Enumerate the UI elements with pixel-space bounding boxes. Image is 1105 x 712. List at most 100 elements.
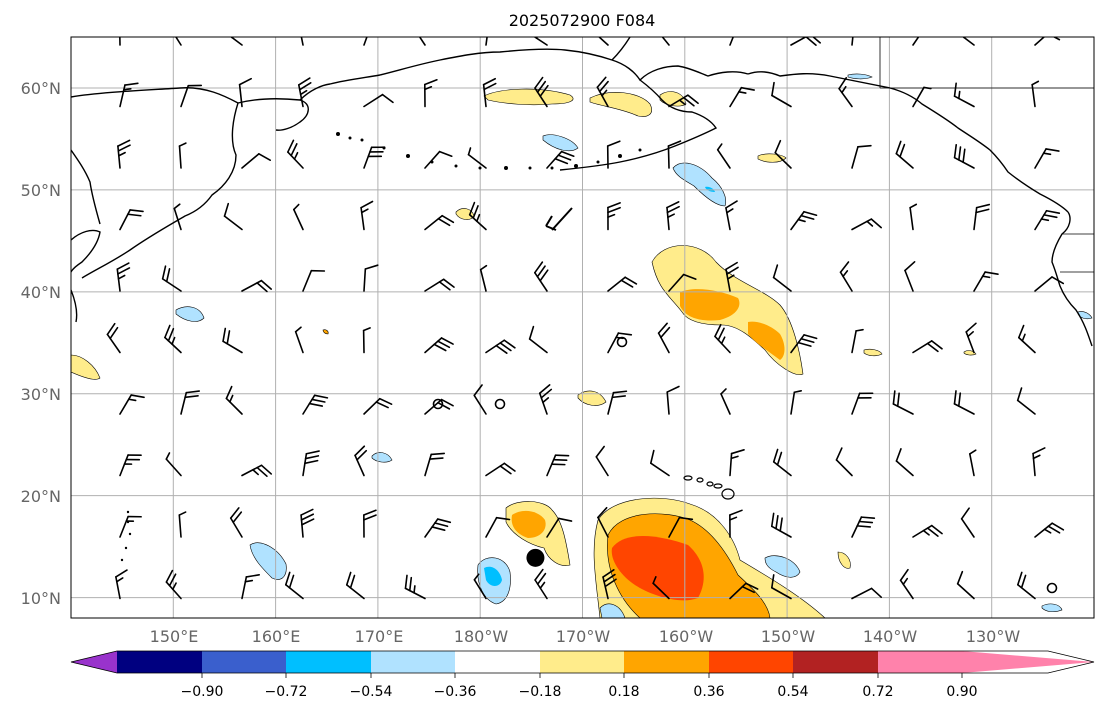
- wind-barb: [729, 37, 735, 46]
- wind-barb: [714, 323, 731, 354]
- wind-barb: [534, 76, 549, 108]
- wind-barb: [178, 511, 187, 538]
- wind-barb: [667, 140, 682, 169]
- wind-barbs: [106, 37, 1065, 600]
- wind-barb: [835, 447, 853, 477]
- wind-barb: [473, 384, 487, 415]
- wind-barb: [485, 516, 511, 538]
- wind-barb: [424, 214, 455, 231]
- wind-barb: [294, 326, 304, 354]
- colorbar-tick-label: −0.54: [350, 684, 393, 700]
- colorbar-bin: [202, 651, 288, 673]
- coastlines: [71, 37, 1093, 347]
- lat-label: 40°N: [21, 283, 61, 302]
- wind-barb: [851, 392, 874, 415]
- calm-wind-circle: [1046, 582, 1058, 594]
- wind-barb: [725, 261, 739, 292]
- lon-label: 180°W: [454, 627, 509, 646]
- lon-label: 160°E: [252, 627, 301, 646]
- map-area: [71, 37, 1094, 618]
- wind-barb: [241, 153, 271, 169]
- country-borders: [879, 37, 1094, 273]
- wind-barb: [770, 512, 792, 538]
- wind-barb: [1034, 148, 1060, 169]
- wind-barb: [953, 390, 975, 415]
- wind-barb: [1016, 387, 1036, 415]
- pennant-barb: [545, 207, 573, 231]
- wind-barb: [895, 140, 914, 169]
- colorbar-tick-label: −0.36: [434, 684, 477, 700]
- colorbar-bin: [371, 651, 457, 673]
- wind-barb: [119, 37, 121, 46]
- coastline-gulf-of-alaska: [747, 71, 1069, 213]
- longitude-labels: 150°E 160°E 170°E 180°W 170°W 160°W 150°…: [150, 627, 1021, 646]
- lon-label: 150°W: [761, 627, 816, 646]
- coastline-chukotka: [611, 37, 631, 61]
- wind-barb: [725, 200, 738, 231]
- wind-barb: [418, 37, 426, 46]
- wind-barb: [661, 37, 670, 46]
- wind-barb: [534, 261, 549, 292]
- wind-barb: [485, 339, 516, 354]
- coastline-sea-of-okhotsk: [237, 98, 309, 131]
- wind-barb: [363, 37, 368, 46]
- wind-barb: [424, 150, 453, 169]
- coastline-sakhalin: [71, 149, 101, 225]
- wind-barb: [293, 203, 304, 231]
- coastline-hokkaido: [71, 229, 101, 273]
- wind-barb: [772, 448, 792, 477]
- wind-barb: [851, 587, 883, 600]
- wind-barb: [774, 139, 792, 169]
- wind-barb: [720, 388, 731, 415]
- wind-barb: [912, 86, 932, 108]
- wind-barb: [424, 278, 455, 292]
- wind-barb: [973, 271, 999, 292]
- wind-barb: [119, 209, 144, 231]
- positive-anomaly-shading: [71, 88, 977, 618]
- wind-barb: [534, 568, 548, 600]
- colorbar-bin: [540, 651, 626, 673]
- wind-barb: [892, 390, 914, 415]
- wind-barb: [117, 139, 131, 169]
- low-center-dot-group: [526, 548, 545, 567]
- wind-barb: [424, 452, 445, 477]
- colorbar-bin: [793, 651, 879, 673]
- wind-barb: [284, 571, 304, 600]
- wind-barb: [597, 37, 609, 46]
- wind-barb: [606, 140, 621, 169]
- wind-barb: [1034, 37, 1064, 46]
- wind-barb: [473, 573, 487, 600]
- wind-barb: [649, 449, 670, 477]
- wind-barb: [909, 203, 918, 231]
- wind-barb: [241, 574, 260, 600]
- colorbar-tick-label: 0.72: [862, 684, 893, 700]
- coastline-west-coast-north-america: [1051, 211, 1093, 347]
- wind-barb: [241, 279, 272, 293]
- colorbar-tick-label: 0.36: [693, 684, 724, 700]
- colorbar-tick-label: −0.18: [519, 684, 562, 700]
- wind-barb: [729, 582, 759, 600]
- wind-barb: [119, 515, 142, 538]
- wind-barb: [1032, 447, 1046, 477]
- wind-barb: [771, 574, 792, 600]
- wind-barb: [467, 147, 487, 169]
- latitude-labels: 60°N 50°N 40°N 30°N 20°N 10°N: [21, 79, 61, 608]
- wind-barb: [962, 37, 975, 46]
- wind-barb: [479, 264, 488, 292]
- wind-barb: [912, 524, 943, 538]
- wind-barb: [223, 202, 243, 231]
- wind-barb: [668, 516, 694, 538]
- wind-barb: [302, 269, 326, 292]
- wind-barb: [668, 273, 697, 292]
- wind-barb: [716, 143, 731, 169]
- wind-barb: [482, 77, 497, 108]
- wind-barb: [956, 570, 975, 600]
- wind-barb: [1017, 571, 1036, 600]
- wind-barb: [953, 82, 975, 108]
- wind-barb: [362, 327, 371, 354]
- wind-barb: [657, 322, 671, 354]
- wind-barb: [363, 509, 377, 538]
- wind-barb: [345, 571, 365, 600]
- colorbar-bin: [286, 651, 372, 673]
- wind-barb: [363, 397, 393, 415]
